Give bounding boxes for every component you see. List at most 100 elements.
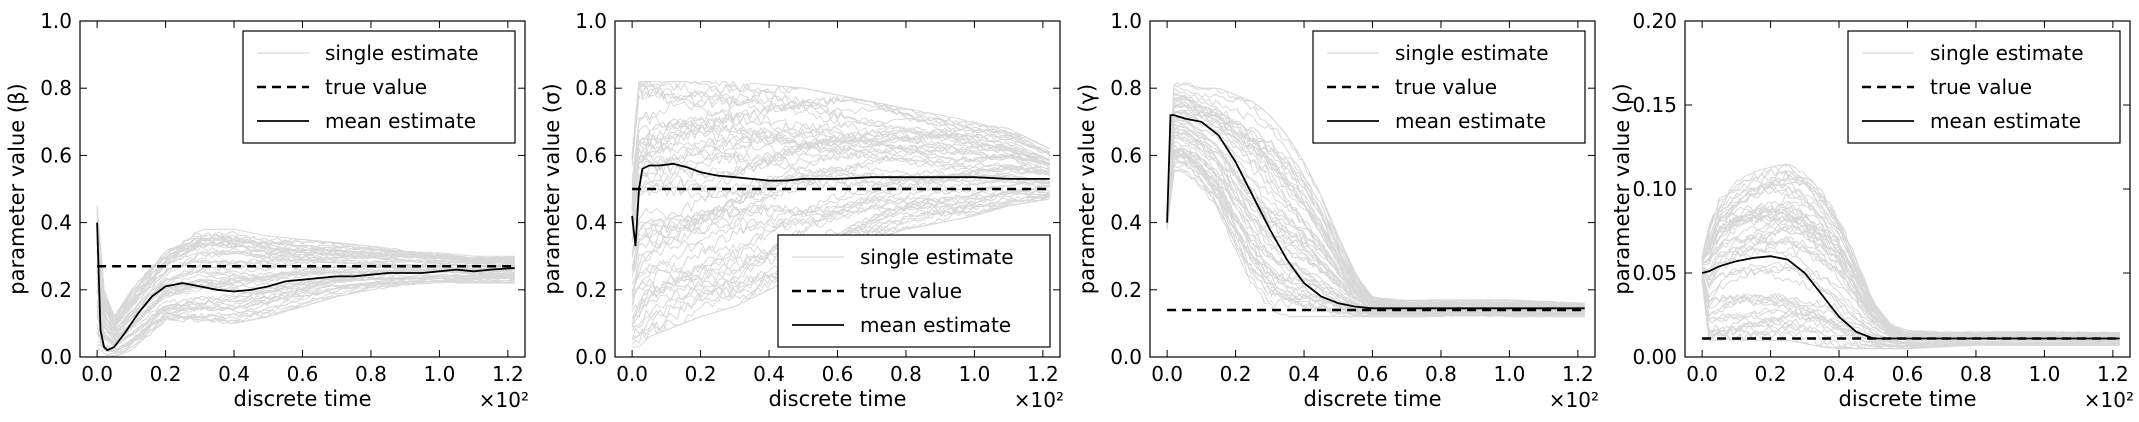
y-tick-label: 0.6 xyxy=(575,143,607,167)
single-estimate-line xyxy=(1166,153,1585,315)
single-estimate-line xyxy=(1701,170,2120,336)
single-estimate-line xyxy=(1701,226,2120,340)
legend-label-true-value: true value xyxy=(1395,75,1497,99)
single-estimate-line xyxy=(631,80,1050,159)
x-tick-label: 1.0 xyxy=(1494,362,1526,386)
x-axis-label: discrete time xyxy=(1838,387,1976,411)
y-tick-label: 0.8 xyxy=(40,76,72,100)
single-estimate-line xyxy=(96,230,515,324)
y-tick-label: 0.00 xyxy=(1632,345,1677,369)
single-estimate-line xyxy=(96,250,515,331)
chart-panel-rho: 0.0 0.2 0.4 0.6 0.8 1.0 1.2 0.00 0.05 0.10 0.15 0.2… xyxy=(1610,9,2134,412)
x-tick-label: 1.2 xyxy=(1027,362,1059,386)
x-tick-label: 0.0 xyxy=(1686,362,1718,386)
single-estimate-line xyxy=(1701,245,2120,340)
x-tick-label: 0.2 xyxy=(1220,362,1252,386)
y-axis-label: parameter value (γ) xyxy=(1075,84,1099,294)
x-tick-label: 0.2 xyxy=(1755,362,1787,386)
legend: single estimate true value mean estimate xyxy=(242,30,516,144)
single-estimate-line xyxy=(631,156,1050,234)
x-tick-label: 0.4 xyxy=(1288,362,1320,386)
single-estimate-line xyxy=(1166,154,1585,317)
legend-label-single-estimate: single estimate xyxy=(325,41,479,65)
legend: single estimate true value mean estimate xyxy=(1847,30,2121,144)
y-tick-label: 0.0 xyxy=(40,345,72,369)
single-estimate-line xyxy=(1166,135,1585,312)
single-estimate-line xyxy=(1166,97,1585,309)
y-tick-label: 0.4 xyxy=(40,211,72,235)
single-estimate-line xyxy=(1701,276,2120,347)
y-tick-label: 0.20 xyxy=(1632,9,1677,33)
y-tick-label: 1.0 xyxy=(40,9,72,33)
x-tick-label: 0.6 xyxy=(1892,362,1924,386)
x-tick-label: 0.0 xyxy=(616,362,648,386)
single-estimate-line xyxy=(1166,148,1585,315)
single-estimate-traces xyxy=(1701,163,2120,350)
single-estimate-line xyxy=(1166,119,1585,311)
single-estimate-line xyxy=(631,92,1051,191)
chart-panel-beta: 0.0 0.2 0.4 0.6 0.8 1.0 1.2 0.0 0.2 0.4 0.6 0.8 1.0 d… xyxy=(5,9,529,412)
mean-estimate-line xyxy=(96,222,515,352)
legend: single estimate true value mean estimate xyxy=(777,234,1051,348)
x-tick-label: 0.8 xyxy=(1960,362,1992,386)
single-estimate-line xyxy=(631,185,1050,297)
x-tick-label: 1.0 xyxy=(424,362,456,386)
single-estimate-line xyxy=(1166,154,1585,316)
single-estimate-traces xyxy=(96,205,515,357)
single-estimate-line xyxy=(1701,280,2120,350)
legend-label-true-value: true value xyxy=(860,279,962,303)
x-tick-label: 0.6 xyxy=(287,362,319,386)
x-tick-label: 0.4 xyxy=(753,362,785,386)
mean-estimate-line xyxy=(631,162,1050,247)
single-estimate-line xyxy=(1166,101,1585,306)
single-estimate-line xyxy=(1701,203,2120,338)
y-tick-label: 0.15 xyxy=(1632,93,1677,117)
y-tick-label: 0.2 xyxy=(575,278,607,302)
y-tick-label: 0.0 xyxy=(575,345,607,369)
x-axis-multiplier: ×10² xyxy=(1014,388,1064,412)
plot-area xyxy=(1701,163,2120,350)
y-axis-label: parameter value (ρ) xyxy=(1610,83,1634,294)
single-estimate-line xyxy=(631,171,1051,276)
y-tick-label: 0.6 xyxy=(40,143,72,167)
single-estimate-line xyxy=(631,178,1050,292)
single-estimate-line xyxy=(1166,161,1585,318)
y-tick-label: 0.2 xyxy=(1110,278,1142,302)
single-estimate-line xyxy=(631,136,1051,209)
mean-estimate-line xyxy=(1701,255,2120,340)
x-tick-label: 1.2 xyxy=(1562,362,1594,386)
y-tick-label: 0.4 xyxy=(575,211,607,235)
y-tick-label: 0.10 xyxy=(1632,177,1677,201)
single-estimate-line xyxy=(631,80,1050,166)
single-estimate-line xyxy=(1701,174,2120,335)
y-tick-label: 0.6 xyxy=(1110,143,1142,167)
single-estimate-line xyxy=(96,279,515,353)
x-axis-label: discrete time xyxy=(1303,387,1441,411)
chart-panel-sigma: 0.0 0.2 0.4 0.6 0.8 1.0 1.2 0.0 0.2 0.4 0.6 0.8 1.0 d… xyxy=(540,9,1064,412)
y-tick-label: 0.8 xyxy=(575,76,607,100)
x-tick-label: 1.0 xyxy=(2029,362,2061,386)
y-tick-label: 1.0 xyxy=(1110,9,1142,33)
y-tick-label: 0.0 xyxy=(1110,345,1142,369)
legend-label-mean-estimate: mean estimate xyxy=(1395,109,1546,133)
single-estimate-line xyxy=(97,275,515,353)
single-estimate-line xyxy=(96,277,515,350)
legend-label-true-value: true value xyxy=(325,75,427,99)
single-estimate-line xyxy=(96,280,515,357)
single-estimate-line xyxy=(631,113,1050,210)
x-tick-label: 0.8 xyxy=(890,362,922,386)
plot-area xyxy=(96,205,515,357)
legend-label-true-value: true value xyxy=(1930,75,2032,99)
x-axis-multiplier: ×10² xyxy=(2084,388,2134,412)
single-estimate-line xyxy=(1166,153,1585,317)
x-tick-label: 1.2 xyxy=(2097,362,2129,386)
y-tick-label: 0.05 xyxy=(1632,261,1677,285)
single-estimate-line xyxy=(1701,186,2120,336)
x-tick-label: 0.2 xyxy=(150,362,182,386)
single-estimate-line xyxy=(631,170,1050,258)
single-estimate-line xyxy=(631,179,1050,300)
single-estimate-line xyxy=(96,264,515,336)
single-estimate-line xyxy=(1166,133,1585,314)
single-estimate-line xyxy=(1701,163,2120,335)
single-estimate-line xyxy=(1701,209,2120,338)
